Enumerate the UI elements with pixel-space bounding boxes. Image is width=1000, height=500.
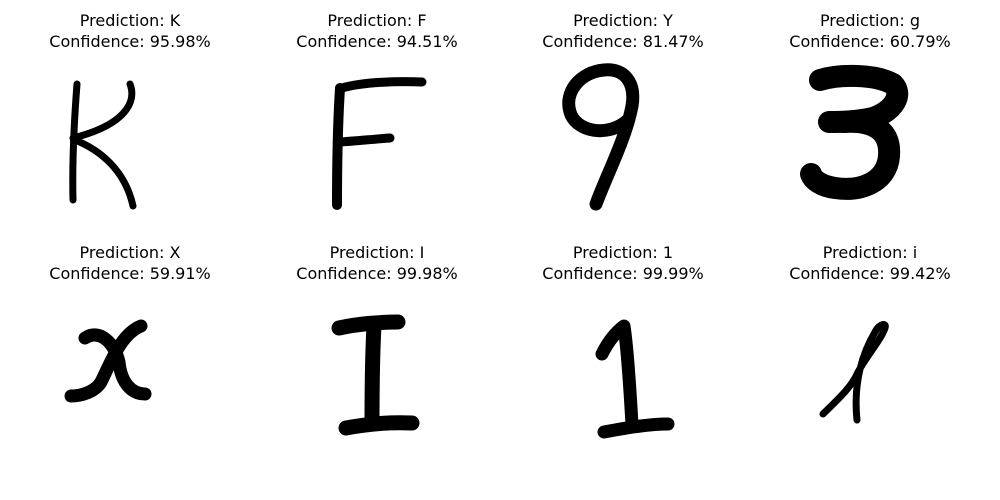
panel-1: Prediction: K Confidence: 95.98%	[15, 10, 245, 240]
handwritten-K-image	[69, 80, 137, 210]
panel-5: Prediction: X Confidence: 59.91%	[15, 242, 245, 472]
handwritten-l-image	[819, 321, 889, 424]
handwritten-3-image	[800, 64, 909, 200]
handwritten-I-image	[331, 314, 420, 436]
panel-7: Prediction: 1 Confidence: 99.99%	[508, 242, 738, 472]
panel-title: Prediction: X Confidence: 59.91%	[15, 242, 245, 284]
panel-3: Prediction: Y Confidence: 81.47%	[508, 10, 738, 240]
confidence-label: Confidence: 60.79%	[789, 32, 951, 51]
panel-title: Prediction: 1 Confidence: 99.99%	[508, 242, 738, 284]
panel-4: Prediction: g Confidence: 60.79%	[755, 10, 985, 240]
confidence-label: Confidence: 99.98%	[296, 264, 458, 283]
prediction-label: Prediction: I	[329, 243, 425, 262]
handwritten-F-image	[332, 77, 427, 210]
panel-8: Prediction: i Confidence: 99.42%	[755, 242, 985, 472]
handwritten-9-image	[562, 63, 640, 211]
panel-title: Prediction: i Confidence: 99.42%	[755, 242, 985, 284]
panel-title: Prediction: g Confidence: 60.79%	[755, 10, 985, 52]
confidence-label: Confidence: 99.99%	[542, 264, 704, 283]
prediction-label: Prediction: g	[819, 11, 921, 30]
panel-title: Prediction: F Confidence: 94.51%	[262, 10, 492, 52]
panel-title: Prediction: K Confidence: 95.98%	[15, 10, 245, 52]
panel-title: Prediction: Y Confidence: 81.47%	[508, 10, 738, 52]
prediction-label: Prediction: i	[822, 243, 918, 262]
prediction-label: Prediction: Y	[573, 11, 673, 30]
prediction-label: Prediction: F	[327, 11, 427, 30]
prediction-label: Prediction: X	[79, 243, 181, 262]
confidence-label: Confidence: 94.51%	[296, 32, 458, 51]
handwritten-x-image	[64, 319, 152, 403]
prediction-label: Prediction: K	[79, 11, 181, 30]
confidence-label: Confidence: 81.47%	[542, 32, 704, 51]
panel-6: Prediction: I Confidence: 99.98%	[262, 242, 492, 472]
confidence-label: Confidence: 95.98%	[49, 32, 211, 51]
prediction-label: Prediction: 1	[572, 243, 674, 262]
handwritten-1-image	[595, 319, 675, 439]
confidence-label: Confidence: 59.91%	[49, 264, 211, 283]
panel-2: Prediction: F Confidence: 94.51%	[262, 10, 492, 240]
confidence-label: Confidence: 99.42%	[789, 264, 951, 283]
panel-title: Prediction: I Confidence: 99.98%	[262, 242, 492, 284]
